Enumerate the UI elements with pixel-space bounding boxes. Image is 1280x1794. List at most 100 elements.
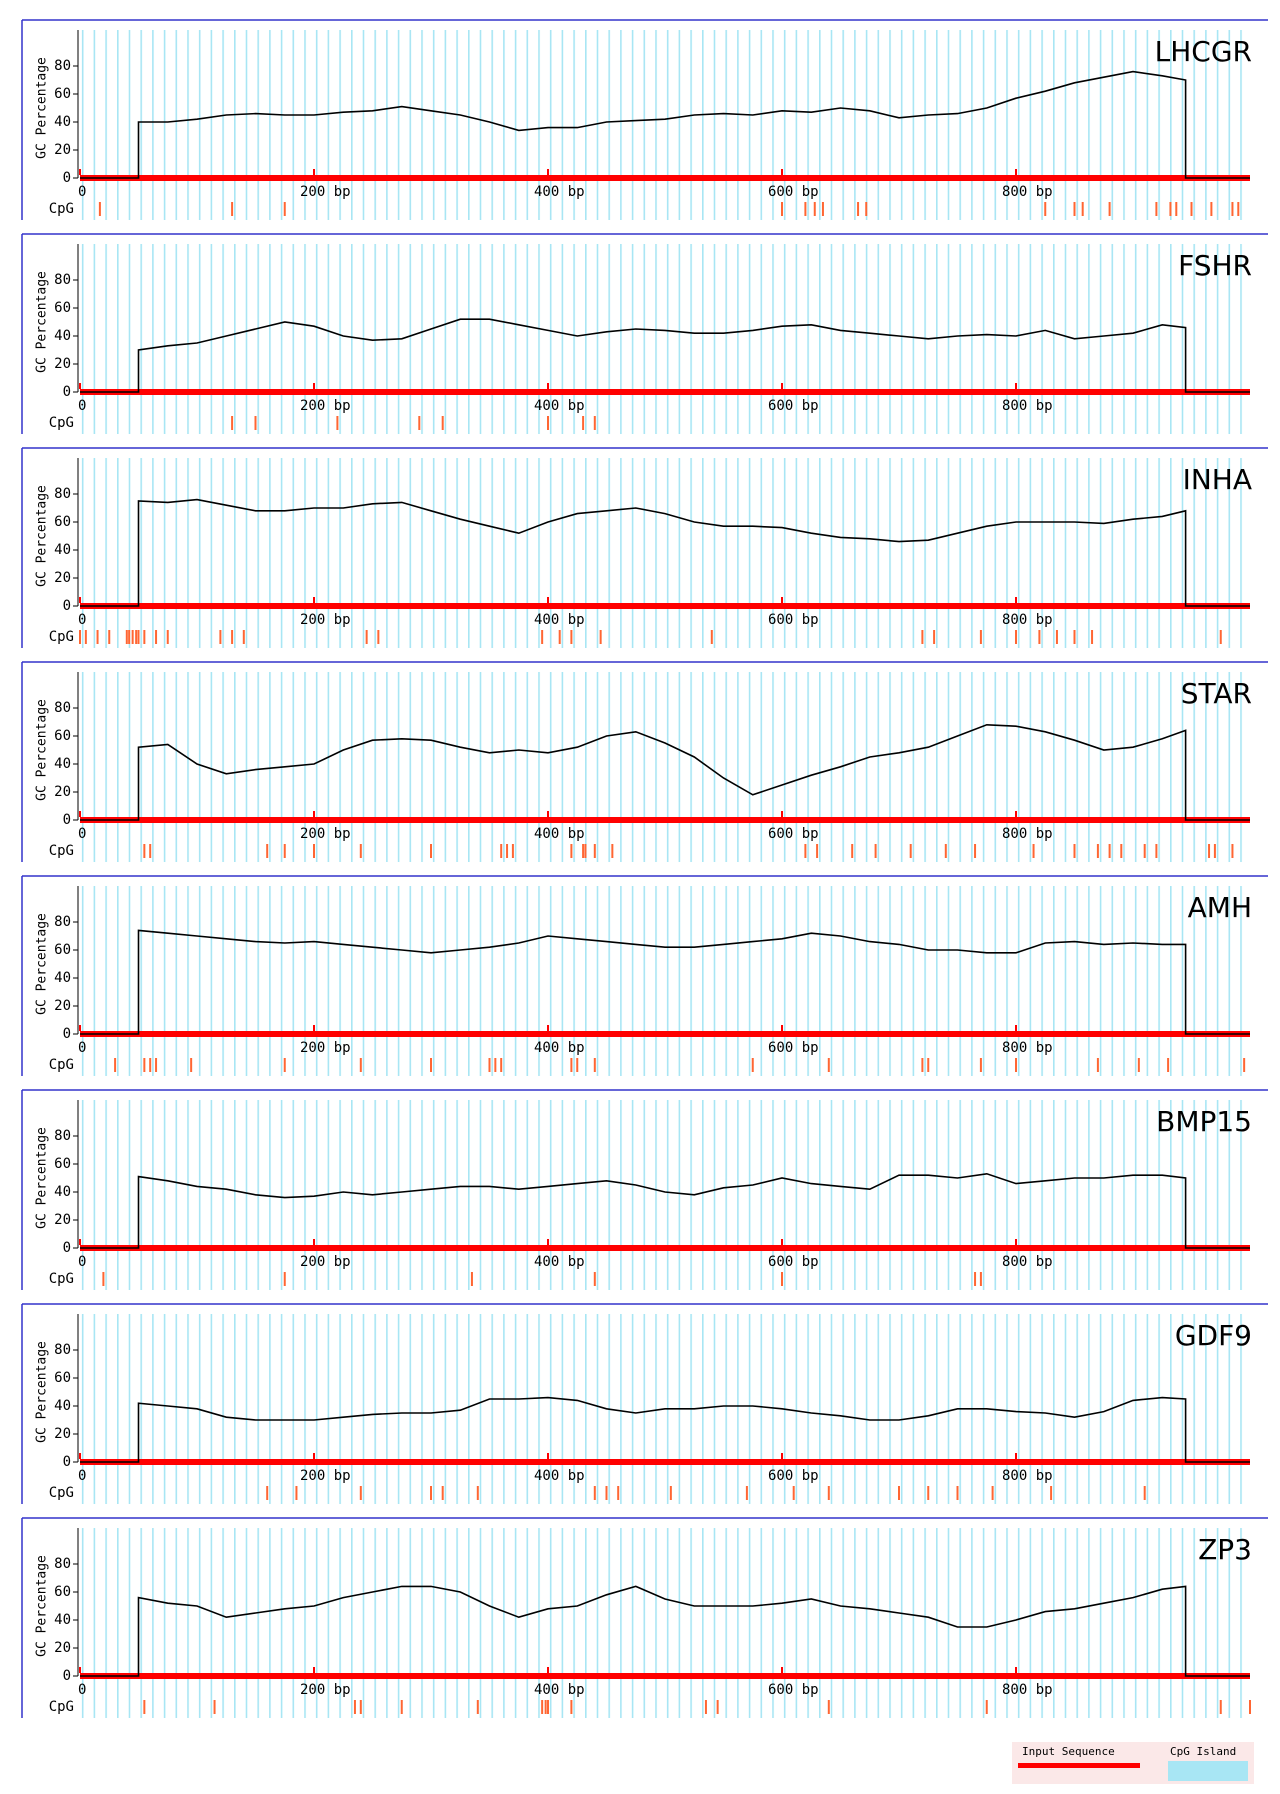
cpg-site [611,844,614,858]
cpg-site [704,1700,707,1714]
cpg-site [488,1058,491,1072]
gc-line [80,1585,1250,1677]
cpg-site [544,1700,547,1714]
cpg-site [1038,630,1041,644]
y-tick-label: 20 [54,142,71,158]
legend-swatch [1168,1761,1248,1781]
cpg-site [137,630,140,644]
cpg-site [135,630,138,644]
cpg-site [143,844,146,858]
cpg-site [1155,202,1158,216]
gc-line [80,1172,1250,1249]
x-tick-label: 600 bp [768,184,819,200]
cpg-site [1073,844,1076,858]
panel-title: FSHR [1178,249,1252,282]
cpg-site [143,1058,146,1072]
cpg-site [102,1272,105,1286]
x-tick-label: 600 bp [768,398,819,414]
cpg-site [898,1486,900,1500]
cpg-site [909,844,912,858]
cpg-site [231,630,234,644]
gc-line [80,1396,1250,1463]
plot-background [80,886,1250,1076]
legend-swatch [1018,1763,1140,1768]
x-tick-label: 800 bp [1002,1682,1053,1698]
x-tick-label: 600 bp [768,612,819,628]
cpg-site [979,1272,982,1286]
cpg-site [1055,630,1058,644]
cpg-site [84,630,87,644]
cpg-site [430,1058,432,1072]
cpg-site [377,630,380,644]
cpg-site [359,1486,362,1500]
cpg-site [1032,844,1035,858]
cpg-site [1143,844,1146,858]
cpg-site [283,844,286,858]
y-tick-label: 60 [54,514,71,530]
y-tick-label: 80 [54,1556,71,1572]
cpg-site [576,1058,579,1072]
cpg-site [558,630,561,644]
x-tick-label: 200 bp [300,826,351,842]
y-tick-label: 20 [54,998,71,1014]
x-tick-label: 800 bp [1002,1468,1053,1484]
x-tick-label: 400 bp [534,1040,585,1056]
x-tick-label: 200 bp [300,184,351,200]
y-tick-label: 20 [54,1640,71,1656]
cpg-site [213,1700,216,1714]
x-tick-label: 0 [78,1468,86,1484]
y-tick-label: 80 [54,1128,71,1144]
y-tick-label: 0 [63,170,71,186]
cpg-site [1231,202,1234,216]
x-tick-label: 800 bp [1002,184,1053,200]
y-tick-label: 40 [54,970,71,986]
cpg-site [143,630,146,644]
cpg-site [599,630,602,644]
y-tick-label: 40 [54,1398,71,1414]
cpg-site [745,1486,748,1500]
cpg-site [1243,1058,1246,1072]
cpg-site [593,844,596,858]
cpg-site [1091,630,1094,644]
y-tick-label: 20 [54,570,71,586]
y-axis-label: GC Percentage [35,1555,50,1657]
x-tick-label: 200 bp [300,1682,351,1698]
x-tick-label: 400 bp [534,1682,585,1698]
input-sequence-bar [80,1031,1250,1037]
cpg-site [283,1272,286,1286]
cpg-label: CpG [49,1057,74,1073]
cpg-site [155,630,158,644]
x-tick-label: 0 [78,398,86,414]
gc-line [80,929,1250,1035]
cpg-site [441,1486,444,1500]
y-tick-label: 0 [63,384,71,400]
cpg-site [927,1058,930,1072]
plot-background [80,1528,1250,1718]
input-sequence-bar [80,603,1250,609]
cpg-site [1208,844,1211,858]
plot-background [80,672,1250,862]
cpg-site [979,1058,982,1072]
y-tick-label: 60 [54,86,71,102]
panel-title: GDF9 [1175,1319,1252,1352]
x-tick-label: 400 bp [534,826,585,842]
cpg-site [128,630,131,644]
y-tick-label: 40 [54,328,71,344]
panel-title: INHA [1183,463,1252,496]
y-tick-label: 0 [63,1668,71,1684]
y-tick-label: 80 [54,914,71,930]
cpg-site [1050,1486,1053,1500]
x-tick-label: 200 bp [300,612,351,628]
y-tick-label: 80 [54,486,71,502]
cpg-site [166,630,169,644]
x-tick-label: 400 bp [534,398,585,414]
cpg-site [927,1486,930,1500]
x-tick-label: 0 [78,184,86,200]
plot-background [80,1100,1250,1290]
cpg-site [827,1700,830,1714]
cpg-site [547,1700,549,1714]
cpg-site [1249,1700,1251,1714]
cpg-site [131,630,134,644]
cpg-site [547,416,549,430]
input-sequence-bar [80,817,1250,823]
